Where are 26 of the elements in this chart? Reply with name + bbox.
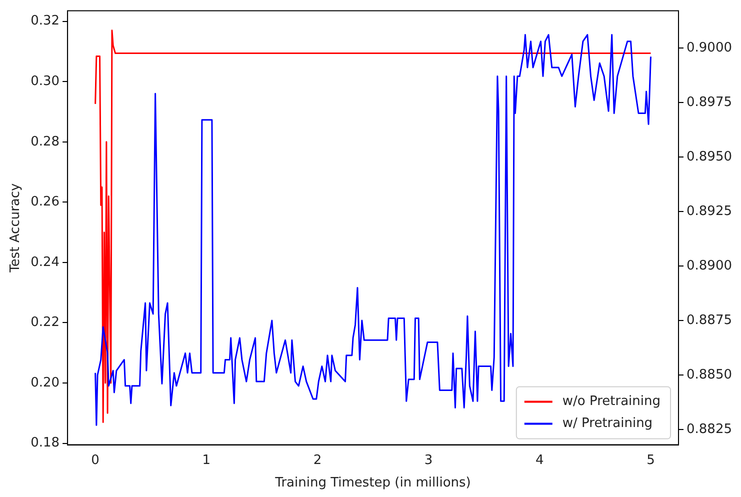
- y-tick-label: 0.18: [30, 436, 60, 451]
- y-tick-label: 0.32: [30, 14, 60, 29]
- legend-label: w/o Pretraining: [562, 394, 661, 410]
- y-tick-label: 0.24: [30, 254, 60, 270]
- y2-tick-label: 0.8975: [686, 94, 732, 110]
- y2-tick-label: 0.8875: [686, 312, 732, 328]
- y-axis-title: Test Accuracy: [8, 182, 24, 274]
- x-axis-title: Training Timestep (in millions): [274, 476, 471, 491]
- y2-tick-label: 0.8900: [686, 258, 732, 274]
- x-tick-label: 1: [202, 452, 211, 468]
- y2-tick-label: 0.8850: [686, 367, 732, 382]
- x-tick-label: 4: [536, 452, 544, 468]
- y-tick-label: 0.26: [30, 194, 60, 210]
- y-tick-label: 0.30: [30, 74, 60, 89]
- legend-label: w/ Pretraining: [562, 416, 653, 432]
- x-tick-label: 2: [313, 452, 322, 468]
- y2-tick-label: 0.9000: [686, 40, 732, 56]
- x-tick-label: 0: [91, 452, 100, 468]
- y-tick-label: 0.22: [30, 315, 60, 330]
- x-tick-label: 5: [646, 452, 655, 468]
- y-tick-label: 0.20: [30, 375, 60, 390]
- y2-tick-label: 0.8925: [686, 204, 732, 219]
- x-tick-label: 3: [424, 452, 433, 468]
- y-tick-label: 0.28: [30, 134, 60, 150]
- y2-tick-label: 0.8950: [686, 149, 732, 164]
- y2-tick-label: 0.8825: [686, 422, 732, 437]
